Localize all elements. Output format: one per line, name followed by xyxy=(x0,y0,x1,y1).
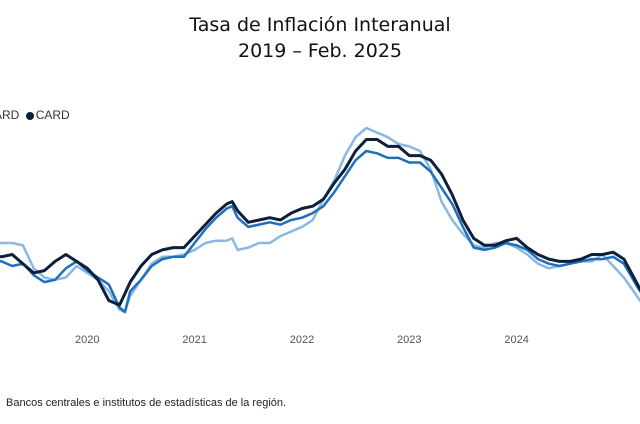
legend-marker-card xyxy=(25,111,34,120)
source-note: Bancos centrales e institutos de estadís… xyxy=(6,397,287,409)
series-line-2 xyxy=(0,149,640,314)
x-tick-label: 2022 xyxy=(290,334,314,346)
chart-title: Tasa de Inflación Interanual xyxy=(189,14,451,36)
x-tick-label: 2023 xyxy=(397,334,421,346)
series-line-3 xyxy=(0,126,640,314)
legend: ARD CARD xyxy=(0,108,70,122)
x-tick-label: 2021 xyxy=(182,334,206,346)
legend-item-ard: ARD xyxy=(0,108,20,122)
x-tick-label: 2024 xyxy=(504,334,528,346)
x-tick-label: 2020 xyxy=(75,334,99,346)
chart-subtitle: 2019 – Feb. 2025 xyxy=(237,40,402,62)
legend-item-card: CARD xyxy=(35,108,70,122)
series-line-1 xyxy=(0,138,640,307)
